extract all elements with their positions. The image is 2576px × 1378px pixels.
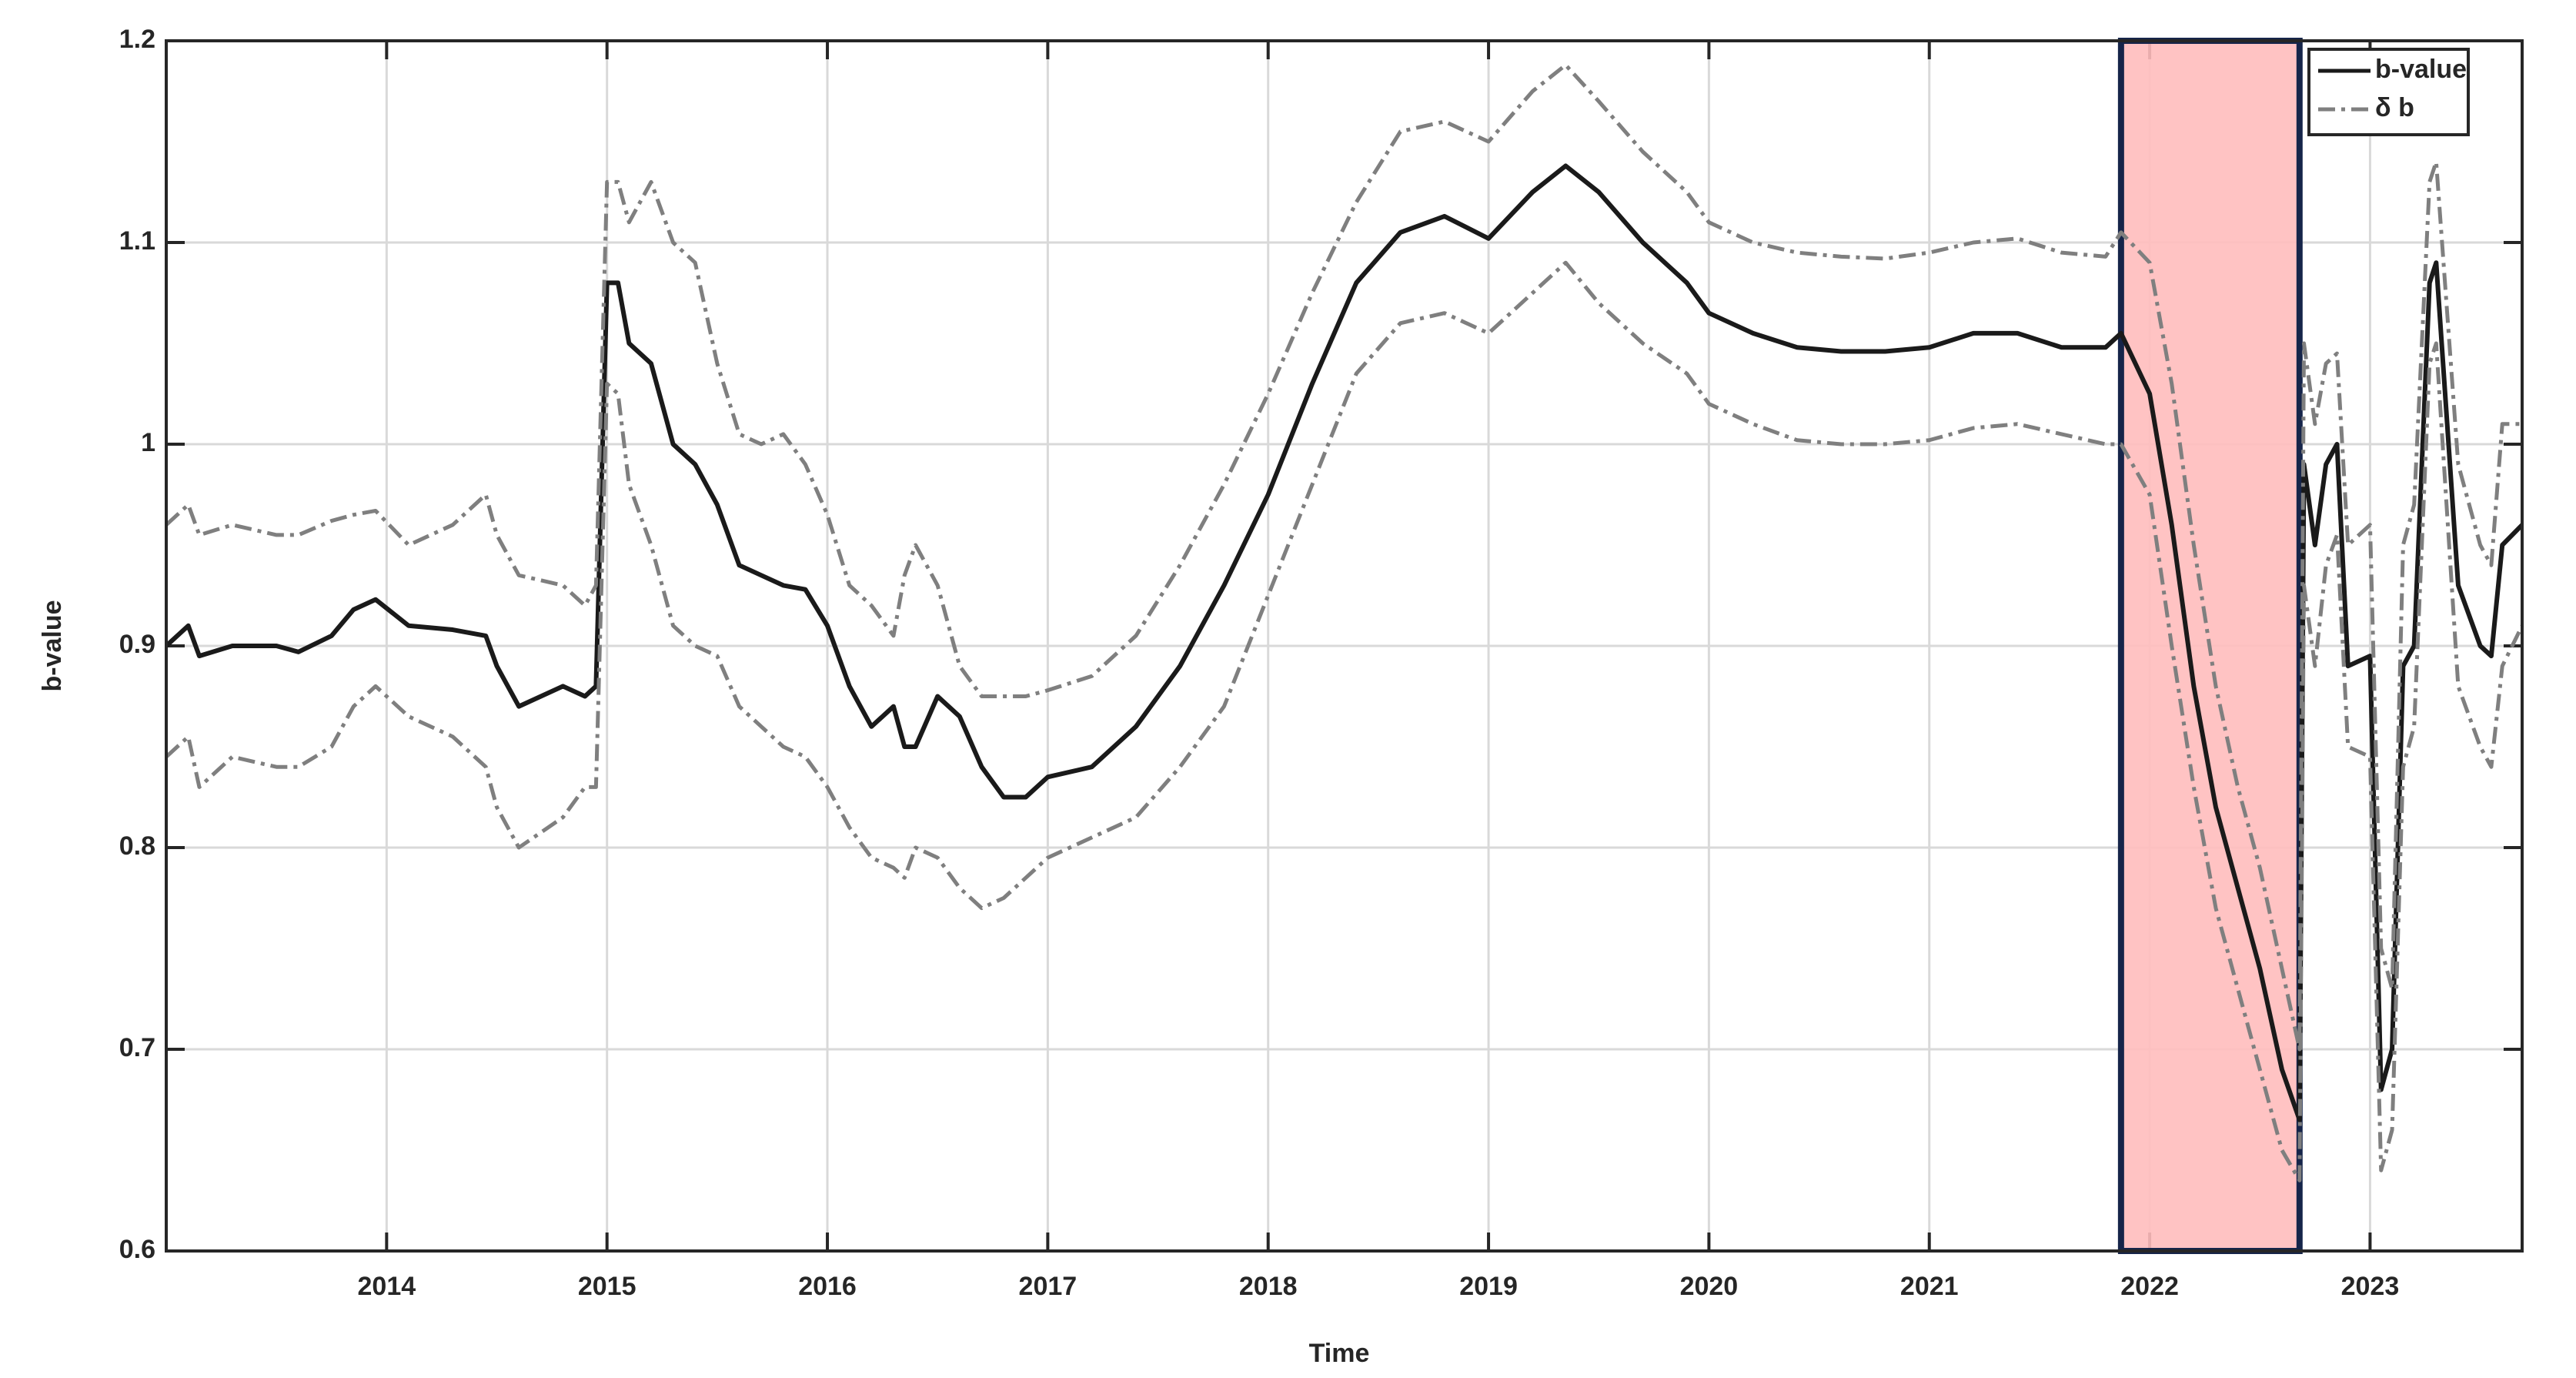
y-tick-label: 0.8	[119, 831, 155, 861]
x-tick-label: 2014	[358, 1272, 416, 1301]
series-line	[165, 62, 2522, 1052]
y-tick-label: 0.6	[119, 1235, 155, 1264]
x-tick-label: 2023	[2341, 1272, 2400, 1301]
series-line	[164, 163, 2524, 1122]
x-tick-label: 2019	[1459, 1272, 1518, 1301]
legend-box	[2307, 48, 2470, 136]
series-line-lower	[165, 260, 2524, 1182]
x-axis-label: Time	[1309, 1339, 1370, 1368]
x-tick-label: 2021	[1900, 1272, 1959, 1301]
y-tick-label: 1	[141, 428, 155, 457]
x-tick-label: 2022	[2120, 1272, 2179, 1301]
legend-label: δ b	[2375, 93, 2414, 122]
x-tick-label: 2017	[1019, 1272, 1078, 1301]
x-tick-label: 2015	[578, 1272, 636, 1301]
x-tick-label: 2018	[1239, 1272, 1298, 1301]
y-tick-label: 0.7	[119, 1033, 155, 1062]
y-tick-label: 0.9	[119, 630, 155, 659]
plot-frame	[165, 39, 2524, 1253]
y-tick-label: 1.1	[119, 226, 155, 256]
y-tick-label: 1.2	[119, 25, 155, 54]
legend-label: b-value	[2375, 55, 2467, 84]
x-tick-label: 2020	[1680, 1272, 1739, 1301]
x-tick-label: 2016	[798, 1272, 857, 1301]
y-axis-label: b-value	[38, 600, 67, 691]
